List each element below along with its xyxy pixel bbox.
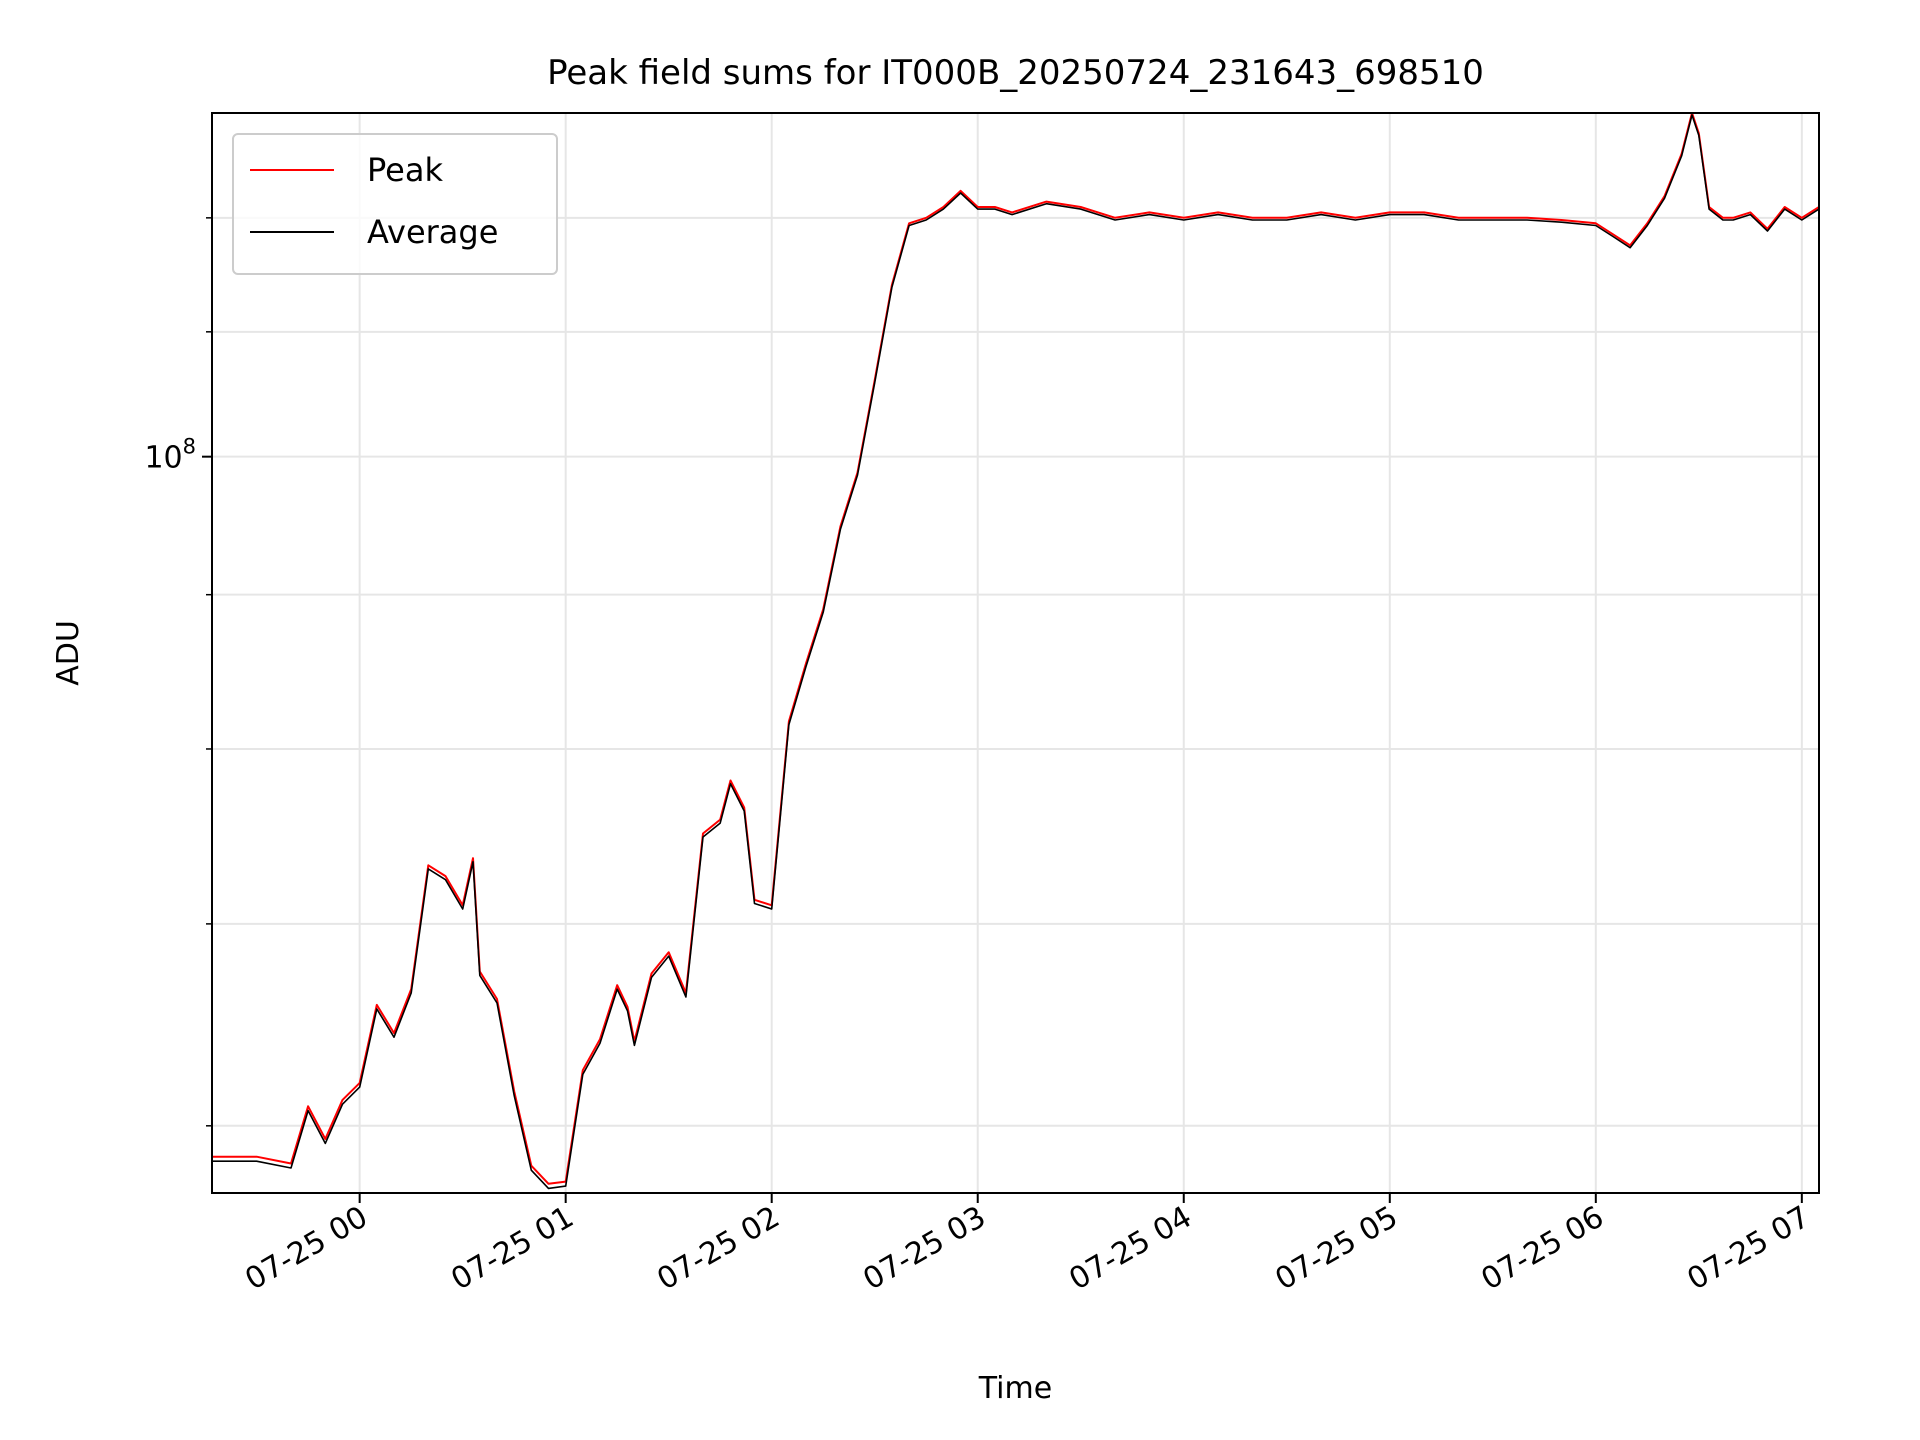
x-tick-label: 07-25 01	[445, 1200, 579, 1298]
x-axis-label: Time	[978, 1371, 1052, 1406]
x-tick-label: 07-25 03	[857, 1200, 991, 1298]
series-layer	[212, 112, 1820, 1190]
legend: Peak Average	[232, 133, 558, 275]
y-tick-label-exponent: 8	[183, 435, 196, 459]
x-tick-label: 07-25 05	[1269, 1200, 1403, 1298]
y-axis-label: ADU	[51, 620, 86, 686]
y-tick-label-base: 10	[144, 441, 182, 476]
plot-frame	[211, 112, 1820, 1194]
x-tick-label: 07-25 07	[1682, 1200, 1816, 1298]
y-axis-ticks: 108	[144, 217, 212, 1127]
legend-label-peak: Peak	[367, 151, 443, 189]
series-line-average	[212, 114, 1820, 1190]
x-tick-label: 07-25 00	[239, 1200, 373, 1298]
chart-title: Peak field sums for IT000B_20250724_2316…	[547, 53, 1484, 93]
x-tick-label: 07-25 04	[1063, 1200, 1197, 1298]
x-axis-ticks: 07-25 00 07-25 01 07-25 02 07-25 03 07-25 04…	[239, 1193, 1816, 1298]
legend-label-average: Average	[367, 213, 498, 251]
x-tick-label: 07-25 02	[651, 1200, 785, 1298]
y-tick-label: 108	[144, 435, 196, 476]
x-tick-label: 07-25 06	[1475, 1200, 1609, 1298]
grid-lines	[212, 113, 1819, 1193]
